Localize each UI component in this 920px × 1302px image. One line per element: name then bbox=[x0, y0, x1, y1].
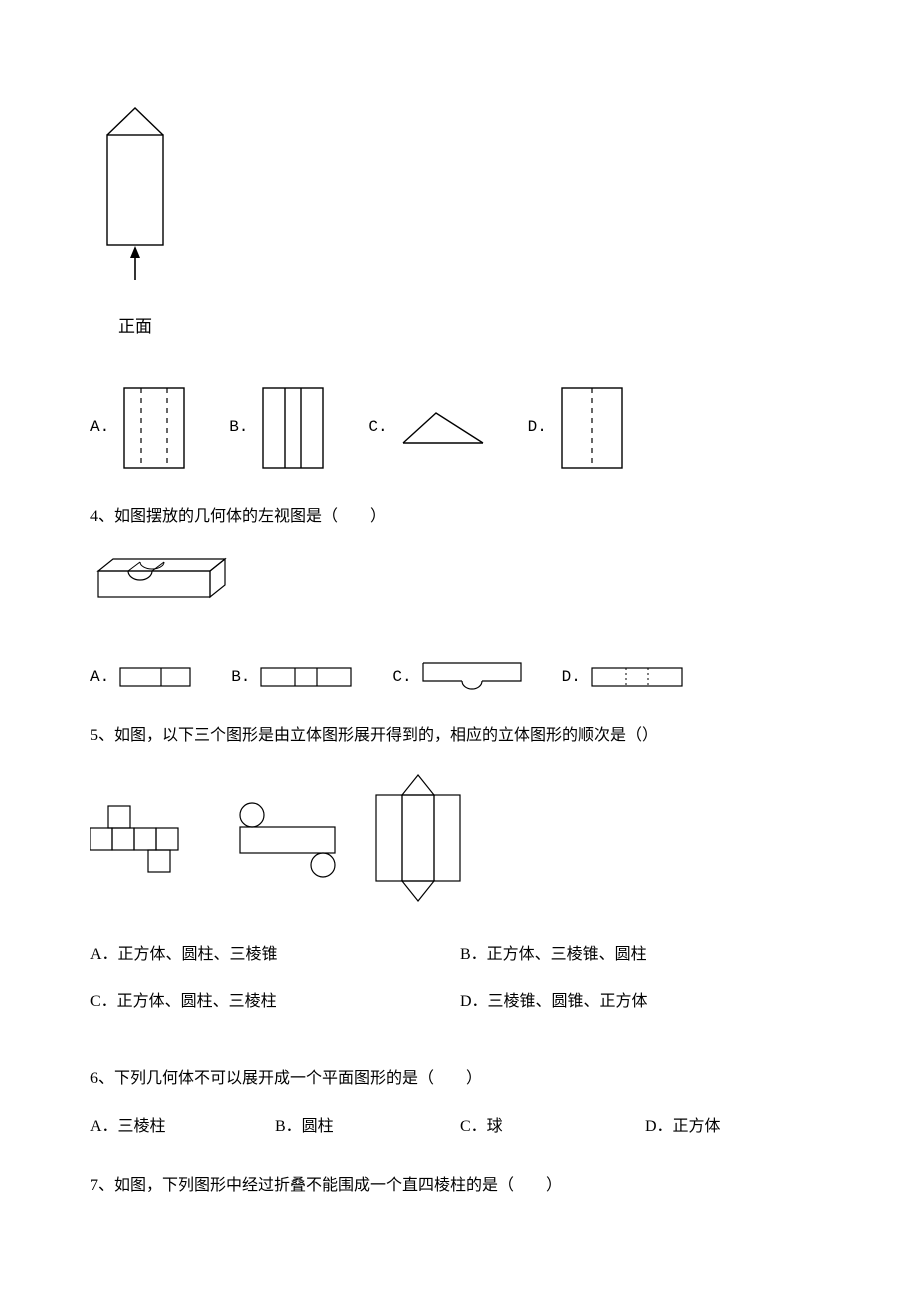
house-svg bbox=[90, 100, 180, 310]
q4-d-svg bbox=[591, 667, 683, 687]
q3-option-a[interactable]: A. bbox=[90, 383, 189, 473]
house-label: 正面 bbox=[90, 312, 180, 343]
q4-c-svg bbox=[422, 662, 522, 692]
q4-option-b[interactable]: B. bbox=[231, 663, 352, 692]
q3-figure: 正面 bbox=[90, 100, 830, 343]
q6-option-a[interactable]: A．三棱柱 bbox=[90, 1113, 275, 1142]
q5-prism-net bbox=[370, 771, 490, 911]
q4-options: A. B. C. D. bbox=[90, 662, 830, 692]
q3-a-svg bbox=[119, 383, 189, 473]
opt-label-b: B. bbox=[231, 663, 250, 692]
q6-options: A．三棱柱 B．圆柱 C．球 D．正方体 bbox=[90, 1113, 830, 1142]
q5-cube-net bbox=[90, 796, 210, 886]
q3-d-svg bbox=[557, 383, 627, 473]
q5-figures bbox=[90, 771, 830, 911]
q3-c-svg bbox=[398, 408, 488, 448]
q3-option-d[interactable]: D. bbox=[528, 383, 627, 473]
q5-option-c[interactable]: C．正方体、圆柱、三棱柱 bbox=[90, 988, 460, 1017]
q4-svg bbox=[90, 551, 230, 611]
q4-figure bbox=[90, 551, 830, 622]
q3-option-b[interactable]: B. bbox=[229, 383, 328, 473]
q5-options: A．正方体、圆柱、三棱锥 B．正方体、三棱锥、圆柱 C．正方体、圆柱、三棱柱 D… bbox=[90, 941, 830, 1035]
q6-text: 6、下列几何体不可以展开成一个平面图形的是（ ） bbox=[90, 1065, 830, 1094]
q4-text: 4、如图摆放的几何体的左视图是（ ） bbox=[90, 503, 830, 532]
q5-text: 5、如图，以下三个图形是由立体图形展开得到的，相应的立体图形的顺次是（） bbox=[90, 722, 830, 751]
q4-option-a[interactable]: A. bbox=[90, 663, 191, 692]
opt-label-c: C. bbox=[368, 413, 387, 442]
q7-text: 7、如图，下列图形中经过折叠不能围成一个直四棱柱的是（ ） bbox=[90, 1172, 830, 1201]
opt-label-d: D. bbox=[528, 413, 547, 442]
opt-label-a: A. bbox=[90, 413, 109, 442]
q4-a-svg bbox=[119, 667, 191, 687]
opt-label-b: B. bbox=[229, 413, 248, 442]
opt-label-d: D. bbox=[562, 663, 581, 692]
q4-option-d[interactable]: D. bbox=[562, 663, 683, 692]
q3-b-svg bbox=[258, 383, 328, 473]
q4-option-c[interactable]: C. bbox=[392, 662, 521, 692]
q3-option-c[interactable]: C. bbox=[368, 408, 487, 448]
q3-options: A. B. C. D. bbox=[90, 383, 830, 473]
q6-option-b[interactable]: B．圆柱 bbox=[275, 1113, 460, 1142]
opt-label-a: A. bbox=[90, 663, 109, 692]
q6-option-c[interactable]: C．球 bbox=[460, 1113, 645, 1142]
q5-cylinder-net bbox=[230, 801, 350, 881]
q5-option-d[interactable]: D．三棱锥、圆锥、正方体 bbox=[460, 988, 830, 1017]
opt-label-c: C. bbox=[392, 663, 411, 692]
q5-option-b[interactable]: B．正方体、三棱锥、圆柱 bbox=[460, 941, 830, 970]
q5-option-a[interactable]: A．正方体、圆柱、三棱锥 bbox=[90, 941, 460, 970]
q6-option-d[interactable]: D．正方体 bbox=[645, 1113, 830, 1142]
q4-b-svg bbox=[260, 667, 352, 687]
